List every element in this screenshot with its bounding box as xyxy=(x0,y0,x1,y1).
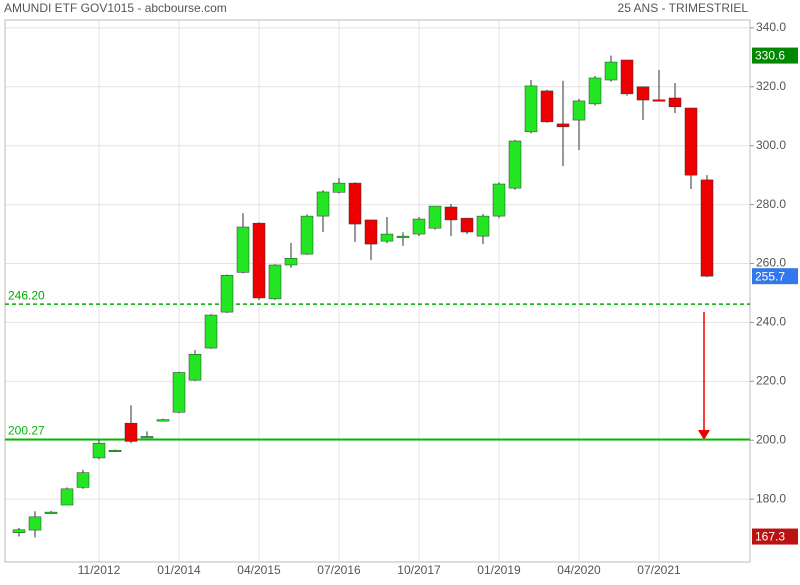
arrow-head xyxy=(698,430,710,440)
level-label: 200.27 xyxy=(8,424,45,438)
candle-body xyxy=(252,222,266,299)
x-tick-label: 04/2015 xyxy=(237,563,281,577)
candle-body xyxy=(316,191,330,217)
level-label: 246.20 xyxy=(8,288,45,302)
price-tag xyxy=(752,47,798,64)
candle-body xyxy=(620,59,634,95)
candle-body xyxy=(28,516,42,531)
candle-body xyxy=(556,123,570,128)
candle-body xyxy=(140,436,154,439)
y-tick-label: 280.0 xyxy=(756,197,786,211)
price-tag-label: 330.6 xyxy=(755,49,785,63)
y-tick-label: 220.0 xyxy=(756,374,786,388)
candle-body xyxy=(684,107,698,176)
x-tick-label: 07/2021 xyxy=(637,563,681,577)
candle-body xyxy=(572,100,586,121)
x-tick-label: 07/2016 xyxy=(317,563,361,577)
candle-body xyxy=(236,226,250,273)
candle-body xyxy=(524,85,538,133)
candle-body xyxy=(588,77,602,105)
y-tick-label: 200.0 xyxy=(756,432,786,446)
candle-body xyxy=(700,179,714,277)
candle-body xyxy=(396,235,410,238)
y-tick-label: 180.0 xyxy=(756,491,786,505)
candle-body xyxy=(300,215,314,255)
candle-body xyxy=(172,372,186,413)
candle-body xyxy=(188,353,202,381)
candle-body xyxy=(220,275,234,313)
candle-body xyxy=(540,90,554,123)
candle-body xyxy=(268,264,282,300)
candle-body xyxy=(492,183,506,217)
price-tag-label: 255.7 xyxy=(755,269,785,283)
candle-body xyxy=(332,182,346,193)
x-tick-label: 01/2014 xyxy=(157,563,201,577)
candle-body xyxy=(348,182,362,225)
candle-body xyxy=(636,86,650,101)
price-tag-label: 167.3 xyxy=(755,530,785,544)
candle-body xyxy=(108,450,122,453)
candle-body xyxy=(668,97,682,108)
candle-body xyxy=(12,529,26,533)
candle-body xyxy=(476,215,490,237)
price-tag xyxy=(752,528,798,545)
y-tick-label: 320.0 xyxy=(756,79,786,93)
x-tick-label: 04/2020 xyxy=(557,563,601,577)
candle-body xyxy=(428,205,442,229)
x-tick-label: 01/2019 xyxy=(477,563,521,577)
y-tick-label: 260.0 xyxy=(756,256,786,270)
x-tick-label: 11/2012 xyxy=(78,563,121,577)
plot-border xyxy=(4,19,751,563)
y-tick-label: 300.0 xyxy=(756,138,786,152)
candle-body xyxy=(124,422,138,442)
candle-body xyxy=(508,140,522,189)
x-tick-label: 10/2017 xyxy=(397,563,441,577)
candle-body xyxy=(60,488,74,506)
candle-body xyxy=(412,218,426,235)
chart-subtitle: 25 ANS - TRIMESTRIEL xyxy=(618,1,749,15)
candle-body xyxy=(604,61,618,81)
candle-body xyxy=(444,206,458,221)
candle-body xyxy=(92,442,106,459)
candle-body xyxy=(284,257,298,266)
candle-body xyxy=(652,99,666,102)
candle-body xyxy=(44,511,58,514)
candle-body xyxy=(156,419,170,422)
candle-body xyxy=(76,472,90,488)
candle-body xyxy=(364,219,378,245)
price-tag xyxy=(752,268,798,285)
y-tick-label: 340.0 xyxy=(756,20,786,34)
chart-title: AMUNDI ETF GOV1015 - abcbourse.com xyxy=(4,1,227,15)
candle-body xyxy=(204,314,218,349)
y-tick-label: 240.0 xyxy=(756,315,786,329)
candle-body xyxy=(380,233,394,242)
candle-body xyxy=(460,217,474,233)
